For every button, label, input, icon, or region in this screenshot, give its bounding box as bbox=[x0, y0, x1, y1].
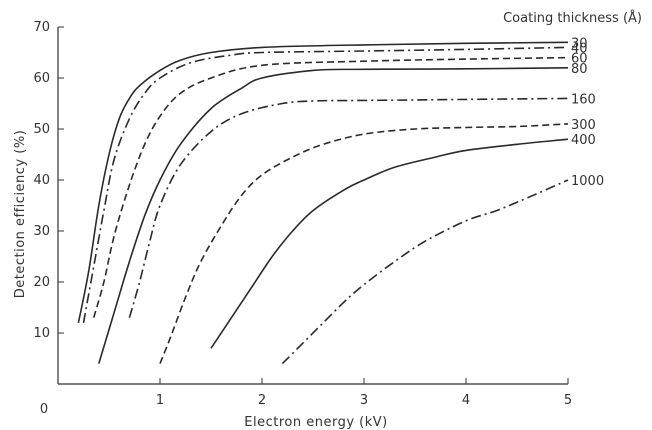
series-line-60 bbox=[92, 56, 569, 318]
x-tick-label: 4 bbox=[462, 393, 470, 408]
y-tick-label: 70 bbox=[33, 20, 50, 35]
y-tick-label: 20 bbox=[33, 275, 50, 290]
series-line-300 bbox=[159, 123, 569, 364]
series-line-400 bbox=[210, 138, 569, 349]
series-label-300: 300 bbox=[571, 118, 596, 133]
y-tick-label: 60 bbox=[33, 71, 50, 86]
x-axis-label: Electron energy (kV) bbox=[244, 415, 387, 430]
series-label-60: 60 bbox=[571, 52, 588, 67]
x-tick-label: 3 bbox=[360, 393, 368, 408]
series-line-40 bbox=[82, 46, 569, 323]
y-tick-label: 40 bbox=[33, 173, 50, 188]
x-tick-label: 2 bbox=[258, 393, 266, 408]
axes bbox=[57, 26, 569, 385]
series-line-30 bbox=[77, 41, 569, 323]
series-label-1000: 1000 bbox=[571, 174, 604, 189]
series-line-1000 bbox=[281, 179, 569, 365]
tick-labels: 1 2 3 4 5 10 20 30 40 50 60 70 bbox=[33, 20, 572, 408]
series-label-30: 30 bbox=[571, 36, 588, 51]
series-line-80 bbox=[98, 67, 569, 364]
series-lines bbox=[77, 41, 569, 365]
y-tick-label: 10 bbox=[33, 326, 50, 341]
legend-title: Coating thickness (Å) bbox=[503, 10, 642, 26]
series-label-80: 80 bbox=[571, 62, 588, 77]
series-line-160 bbox=[128, 97, 569, 318]
series-label-400: 400 bbox=[571, 133, 596, 148]
x-tick-label: 5 bbox=[564, 393, 572, 408]
y-tick-label: 30 bbox=[33, 224, 50, 239]
origin-label: 0 bbox=[40, 402, 48, 417]
x-tick-label: 1 bbox=[156, 393, 164, 408]
y-axis-label: Detection efficiency (%) bbox=[13, 130, 28, 299]
y-tick-label: 50 bbox=[33, 122, 50, 137]
series-label-40: 40 bbox=[571, 41, 588, 56]
series-label-160: 160 bbox=[571, 92, 596, 107]
